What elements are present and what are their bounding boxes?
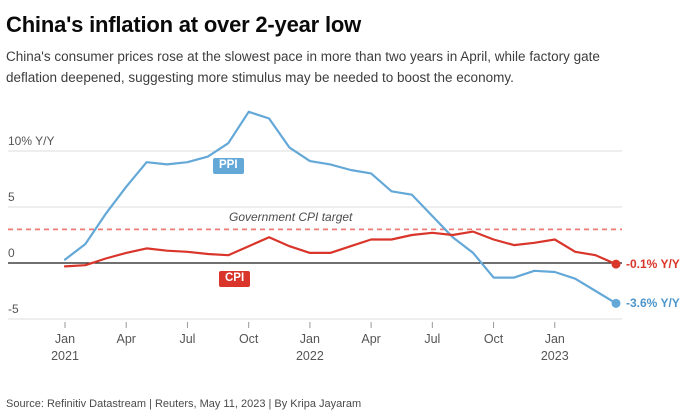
y-axis-label: 10% Y/Y: [8, 134, 54, 148]
chart-canvas: 10% Y/Y 5 0 -5 Jan 2021 Apr Jul Oct Jan 2022 Apr Jul…: [8, 110, 622, 363]
x-tick-label: Oct: [484, 332, 504, 346]
x-year-label: 2023: [541, 349, 569, 363]
y-axis-label: -5: [8, 302, 19, 316]
cpi-line: [63, 230, 618, 268]
source-line: Source: Refinitiv Datastream | Reuters, …: [6, 398, 362, 410]
chart-subtitle: China's consumer prices rose at the slow…: [6, 49, 600, 85]
ppi-series-label: PPI: [213, 157, 244, 175]
x-tick-label: Oct: [239, 332, 259, 346]
ppi-end-dot: [611, 298, 621, 308]
x-tick-label: Jan: [545, 332, 565, 346]
cpi-series-label: CPI: [219, 270, 251, 288]
cpi-end-dot: [611, 259, 621, 269]
header: China's inflation at over 2-year low Chi…: [0, 0, 693, 88]
y-axis-label: 5: [8, 190, 15, 204]
x-tick-label: Jan: [300, 332, 320, 346]
x-tick-label: Apr: [116, 332, 135, 346]
cpi-end-value: -0.1% Y/Y: [626, 256, 680, 271]
x-tick-label: Jul: [179, 332, 195, 346]
ppi-line: [63, 110, 618, 305]
x-year-label: 2021: [51, 349, 79, 363]
y-axis-label: 0: [8, 246, 15, 260]
x-tick-label: Apr: [361, 332, 380, 346]
x-tick-label: Jul: [424, 332, 440, 346]
ppi-end-value: -3.6% Y/Y: [626, 296, 680, 311]
x-tick-label: Jan: [55, 332, 75, 346]
x-year-label: 2022: [296, 349, 324, 363]
chart-title: China's inflation at over 2-year low: [6, 12, 362, 37]
line-chart: 10% Y/Y 5 0 -5 Jan 2021 Apr Jul Oct Jan 2022 Apr Jul…: [0, 98, 693, 376]
cpi-target-label: Government CPI target: [229, 210, 353, 225]
